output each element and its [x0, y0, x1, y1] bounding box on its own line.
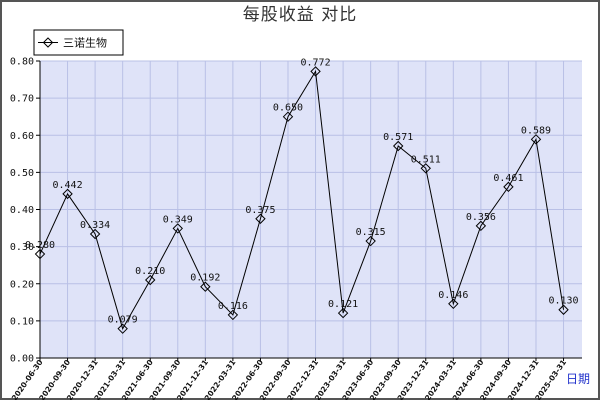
data-point-marker — [558, 304, 569, 315]
plot-area: 0.000.100.200.300.400.500.600.700.802020… — [10, 57, 590, 400]
data-point-marker — [117, 323, 128, 334]
data-label: 0.442 — [52, 180, 82, 191]
y-tick-label: 0.30 — [10, 242, 34, 253]
data-point-marker — [89, 228, 101, 240]
data-point-marker — [62, 188, 73, 200]
data-point-marker — [530, 134, 542, 145]
data-label: 0.356 — [466, 212, 496, 223]
data-label: 0.511 — [411, 154, 441, 165]
data-label: 0.334 — [80, 220, 110, 231]
chart-title: 每股收益 对比 — [243, 5, 357, 25]
data-label: 0.130 — [548, 296, 578, 307]
data-label: 0.280 — [25, 240, 55, 251]
data-point-marker — [337, 307, 349, 319]
data-point-marker — [255, 213, 266, 224]
data-point-marker — [282, 111, 294, 122]
data-label: 0.146 — [438, 290, 468, 301]
legend: 三诺生物 — [33, 29, 124, 56]
data-point-marker — [172, 223, 183, 234]
data-label: 0.315 — [356, 227, 386, 238]
legend-marker — [42, 37, 54, 48]
data-point-marker — [448, 298, 459, 310]
x-axis-label: 日期 — [566, 372, 590, 386]
data-label: 0.192 — [190, 273, 220, 284]
y-tick-label: 0.70 — [10, 94, 34, 105]
data-point-marker — [34, 248, 46, 260]
data-label: 0.772 — [300, 57, 330, 68]
data-point-marker — [420, 163, 431, 174]
data-point-marker — [393, 140, 404, 152]
data-label: 0.349 — [163, 214, 193, 225]
series-line — [39, 69, 565, 330]
data-point-marker — [310, 66, 321, 77]
y-tick-label: 0.00 — [10, 354, 34, 365]
data-label: 0.461 — [493, 173, 523, 184]
data-label: 0.375 — [245, 205, 275, 216]
y-tick-label: 0.10 — [10, 316, 34, 327]
data-label: 0.589 — [521, 125, 551, 136]
y-tick-label: 0.60 — [10, 131, 34, 142]
data-label: 0.571 — [383, 132, 413, 143]
y-tick-label: 0.80 — [10, 57, 34, 68]
y-tick-label: 0.40 — [10, 205, 34, 216]
data-point-marker — [503, 181, 514, 193]
data-point-marker — [365, 235, 376, 247]
data-label: 0.079 — [108, 315, 138, 326]
data-label: 0.210 — [135, 266, 165, 277]
data-label: 0.650 — [273, 103, 303, 114]
data-label: 0.116 — [218, 301, 248, 312]
y-tick-label: 0.50 — [10, 168, 34, 179]
y-tick-label: 0.20 — [10, 279, 34, 290]
legend-entry: 三诺生物 — [63, 36, 107, 50]
data-point-marker — [200, 281, 211, 292]
data-point-marker — [145, 274, 156, 286]
data-point-marker — [227, 309, 239, 321]
data-label: 0.121 — [328, 299, 358, 310]
data-point-marker — [475, 220, 487, 232]
